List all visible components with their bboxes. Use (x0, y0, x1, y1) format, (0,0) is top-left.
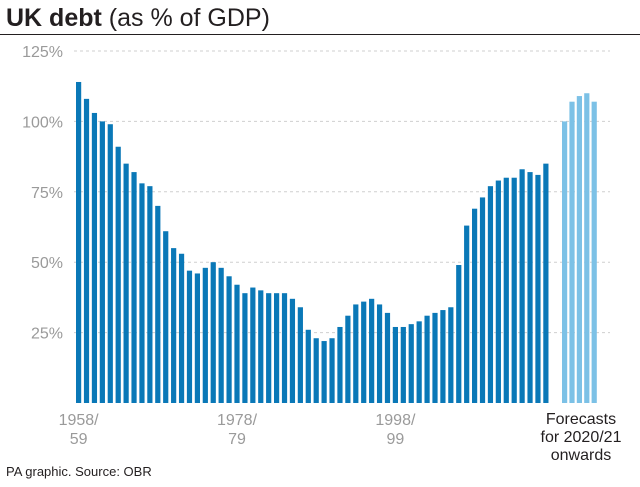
bar (456, 265, 462, 403)
forecast-note: Forecasts for 2020/21 onwards (541, 411, 622, 460)
bar (464, 225, 470, 403)
bar (479, 197, 486, 403)
bar (226, 276, 232, 403)
chart-title-bold: UK debt (6, 4, 102, 32)
bar (519, 169, 525, 403)
bar (345, 315, 351, 403)
source-note: PA graphic. Source: OBR (6, 464, 152, 479)
debt-bar-chart: 25%50%75%100%125% 1958/591978/791998/99 … (22, 44, 622, 460)
x-tick-label: 1998/99 (375, 412, 416, 448)
chart-title-rest: (as % of GDP) (101, 4, 270, 32)
bar (123, 163, 129, 403)
bar (376, 304, 383, 403)
bar (535, 174, 541, 403)
bar (147, 186, 153, 403)
bar (384, 312, 391, 403)
bar (321, 341, 327, 403)
y-tick-label: 125% (22, 44, 63, 61)
forecast-bar (562, 121, 568, 404)
bar (472, 208, 478, 403)
bar (408, 324, 414, 403)
bar (543, 163, 549, 403)
y-tick-label: 50% (31, 255, 63, 272)
bar (440, 310, 446, 403)
forecast-bar (576, 96, 582, 403)
y-tick-label: 25% (31, 326, 63, 343)
chart-title: UK debt (as % of GDP) (6, 3, 270, 33)
bar (99, 121, 105, 404)
bar (313, 338, 319, 403)
bars (76, 81, 597, 404)
forecast-bar (591, 101, 597, 403)
bar (487, 186, 494, 403)
bar (202, 267, 208, 403)
bar (131, 172, 137, 403)
bar (337, 326, 343, 403)
bar (171, 248, 177, 403)
bar (186, 270, 193, 403)
y-tick-label: 75% (31, 185, 63, 202)
bar (139, 183, 145, 403)
bar (416, 321, 422, 403)
bar (432, 312, 438, 403)
bar (91, 112, 98, 403)
bar (155, 205, 161, 403)
bar (353, 304, 359, 403)
x-tick-label: 1958/59 (59, 412, 100, 448)
y-axis-labels: 25% 50% 75% 100% 125% (22, 44, 63, 343)
bar (297, 307, 303, 403)
title-divider (0, 34, 640, 35)
bar (329, 338, 335, 403)
bar (400, 326, 406, 403)
bar (107, 124, 113, 403)
forecast-bar (584, 93, 590, 404)
forecast-annotation: Forecasts for 2020/21 onwards (541, 411, 622, 460)
x-axis-labels: 1958/59 1978/79 1998/99 (59, 412, 416, 448)
forecast-bar (569, 101, 575, 403)
bar (266, 293, 272, 403)
bar (392, 326, 398, 403)
bar (369, 298, 375, 403)
bar (424, 315, 430, 403)
x-tick-label: 1978/79 (217, 412, 258, 448)
bar (281, 293, 288, 403)
bar (250, 287, 256, 403)
bar (83, 98, 90, 404)
bar (115, 146, 121, 404)
bar (234, 284, 240, 403)
bar (258, 290, 264, 403)
bar (289, 298, 296, 403)
bar (361, 301, 367, 403)
bar (218, 267, 224, 403)
bar (511, 177, 517, 403)
bar (448, 307, 454, 403)
bar (194, 273, 200, 403)
bar (242, 293, 248, 403)
bar (503, 177, 509, 403)
bar (527, 172, 533, 403)
bar (274, 293, 280, 403)
bar (163, 231, 169, 403)
bar (495, 180, 501, 403)
y-tick-label: 100% (22, 114, 63, 131)
bar (178, 253, 185, 403)
bar (305, 329, 311, 403)
bar (76, 81, 82, 403)
bar (210, 262, 216, 403)
